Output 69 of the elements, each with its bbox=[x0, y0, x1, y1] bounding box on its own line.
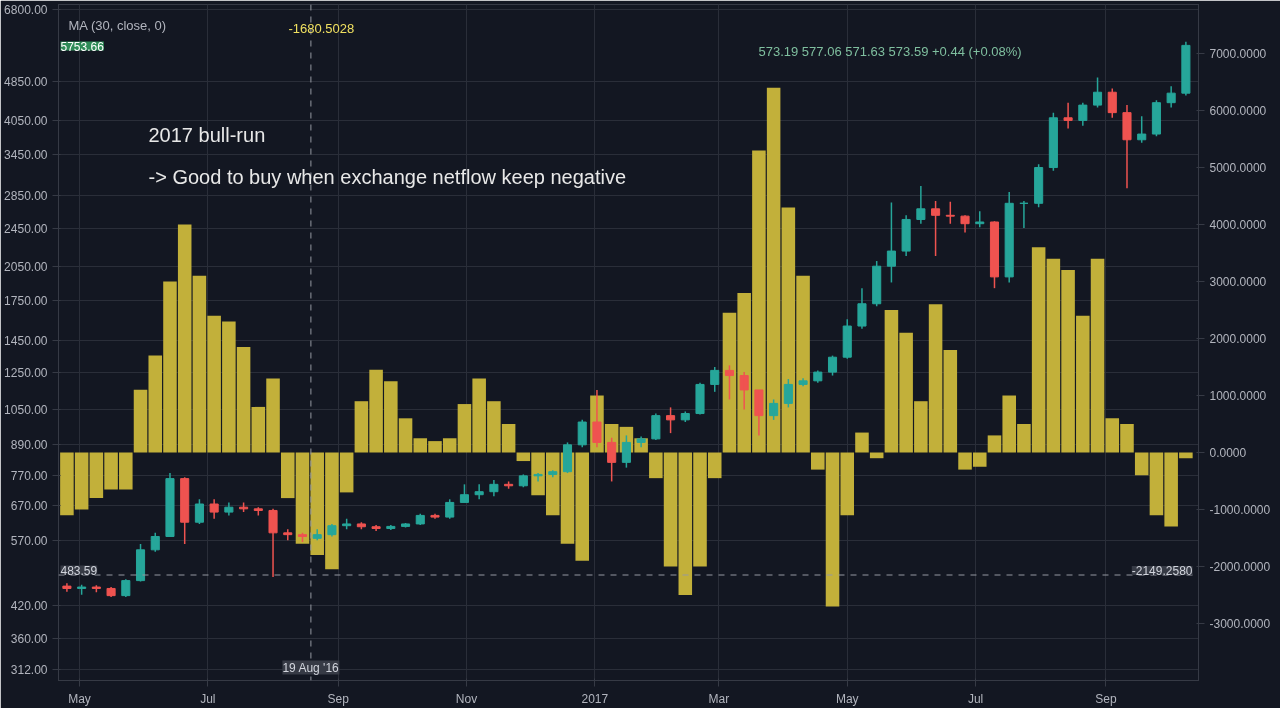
x-tick-label: May bbox=[68, 691, 91, 706]
y-tick-label: 6800.00 bbox=[4, 2, 48, 17]
annotation: 5753.66 bbox=[60, 39, 105, 54]
candlestick bbox=[371, 524, 381, 532]
y2-tick-label: -2000.0000 bbox=[1209, 560, 1271, 574]
candlestick bbox=[931, 200, 941, 257]
y-tick-label: 3450.00 bbox=[4, 148, 48, 163]
y-tick-label: 890.00 bbox=[10, 438, 48, 453]
candlestick bbox=[459, 483, 469, 504]
annotation: MA (30, close, 0) bbox=[68, 17, 167, 33]
annotation: -> Good to buy when exchange netflow keep negative bbox=[148, 165, 627, 188]
y-tick-label: 1750.00 bbox=[4, 293, 48, 308]
candlestick bbox=[1063, 101, 1073, 130]
y-tick-label: 1050.00 bbox=[4, 402, 48, 417]
candlestick bbox=[430, 513, 440, 520]
annotation: 573.19 577.06 571.63 573.59 +0.44 (+0.08%) bbox=[758, 43, 1022, 59]
candlestick bbox=[1151, 99, 1161, 138]
y-tick-label: 570.00 bbox=[10, 533, 48, 548]
y-tick-label: 360.00 bbox=[10, 632, 48, 647]
candlestick bbox=[1078, 101, 1088, 127]
y2-tick-label: 4000.0000 bbox=[1209, 218, 1267, 233]
y-tick-label: 2850.00 bbox=[4, 189, 48, 204]
y2-tick-label: 7000.0000 bbox=[1209, 47, 1267, 62]
candlestick bbox=[1092, 76, 1103, 109]
candlestick bbox=[798, 377, 808, 388]
candlestick bbox=[1137, 115, 1147, 144]
candlestick bbox=[886, 201, 896, 284]
y-tick-label: 1250.00 bbox=[4, 365, 48, 380]
y-tick-label: 4050.00 bbox=[4, 113, 48, 128]
x-tick-label: Jul bbox=[967, 691, 984, 706]
x-tick-label: Mar bbox=[708, 691, 730, 706]
x-tick-label: Sep bbox=[1095, 691, 1117, 706]
annotation: 483.59 bbox=[60, 563, 98, 578]
y-tick-label: 2450.00 bbox=[4, 221, 48, 236]
y-tick-label: 420.00 bbox=[10, 599, 48, 614]
y-tick-label: 770.00 bbox=[10, 469, 48, 484]
annotation: 2017 bull-run bbox=[148, 123, 266, 146]
y-tick-label: 312.00 bbox=[10, 662, 48, 677]
ref-line-label: -2149.2580 bbox=[1131, 564, 1193, 579]
candlestick bbox=[989, 220, 1000, 289]
y-tick-label: 4850.00 bbox=[4, 75, 48, 90]
candlestick bbox=[209, 498, 219, 520]
y-tick-label: 670.00 bbox=[10, 499, 48, 514]
candlestick bbox=[666, 406, 676, 434]
y2-tick-label: 6000.0000 bbox=[1209, 104, 1267, 119]
x-tick-label: Sep bbox=[327, 691, 350, 706]
x-tick-label: Nov bbox=[455, 691, 478, 706]
ref-line-label: 19 Aug '16 bbox=[282, 660, 340, 675]
annotation: -1680.5028 bbox=[288, 20, 355, 36]
x-tick-label: 2017 bbox=[581, 691, 609, 706]
candlestick bbox=[651, 412, 661, 441]
x-tick-label: May bbox=[835, 691, 859, 706]
y2-tick-label: -3000.0000 bbox=[1209, 617, 1271, 631]
y2-tick-label: 0.0000 bbox=[1209, 446, 1247, 461]
y2-tick-label: -1000.0000 bbox=[1209, 503, 1271, 518]
x-tick-label: Jul bbox=[200, 691, 216, 706]
candlestick bbox=[916, 185, 926, 225]
candlestick bbox=[945, 201, 955, 225]
y2-tick-label: 1000.0000 bbox=[1209, 389, 1267, 404]
candlestick bbox=[739, 371, 749, 411]
candlestick bbox=[62, 582, 72, 593]
y-tick-label: 2050.00 bbox=[4, 259, 48, 274]
y2-tick-label: 2000.0000 bbox=[1209, 332, 1267, 347]
candlestick bbox=[194, 498, 204, 525]
y2-tick-label: 3000.0000 bbox=[1209, 275, 1267, 290]
y-tick-label: 1450.00 bbox=[4, 333, 48, 348]
candlestick bbox=[445, 498, 455, 520]
y2-tick-label: 5000.0000 bbox=[1209, 161, 1267, 176]
candlestick bbox=[960, 214, 970, 234]
